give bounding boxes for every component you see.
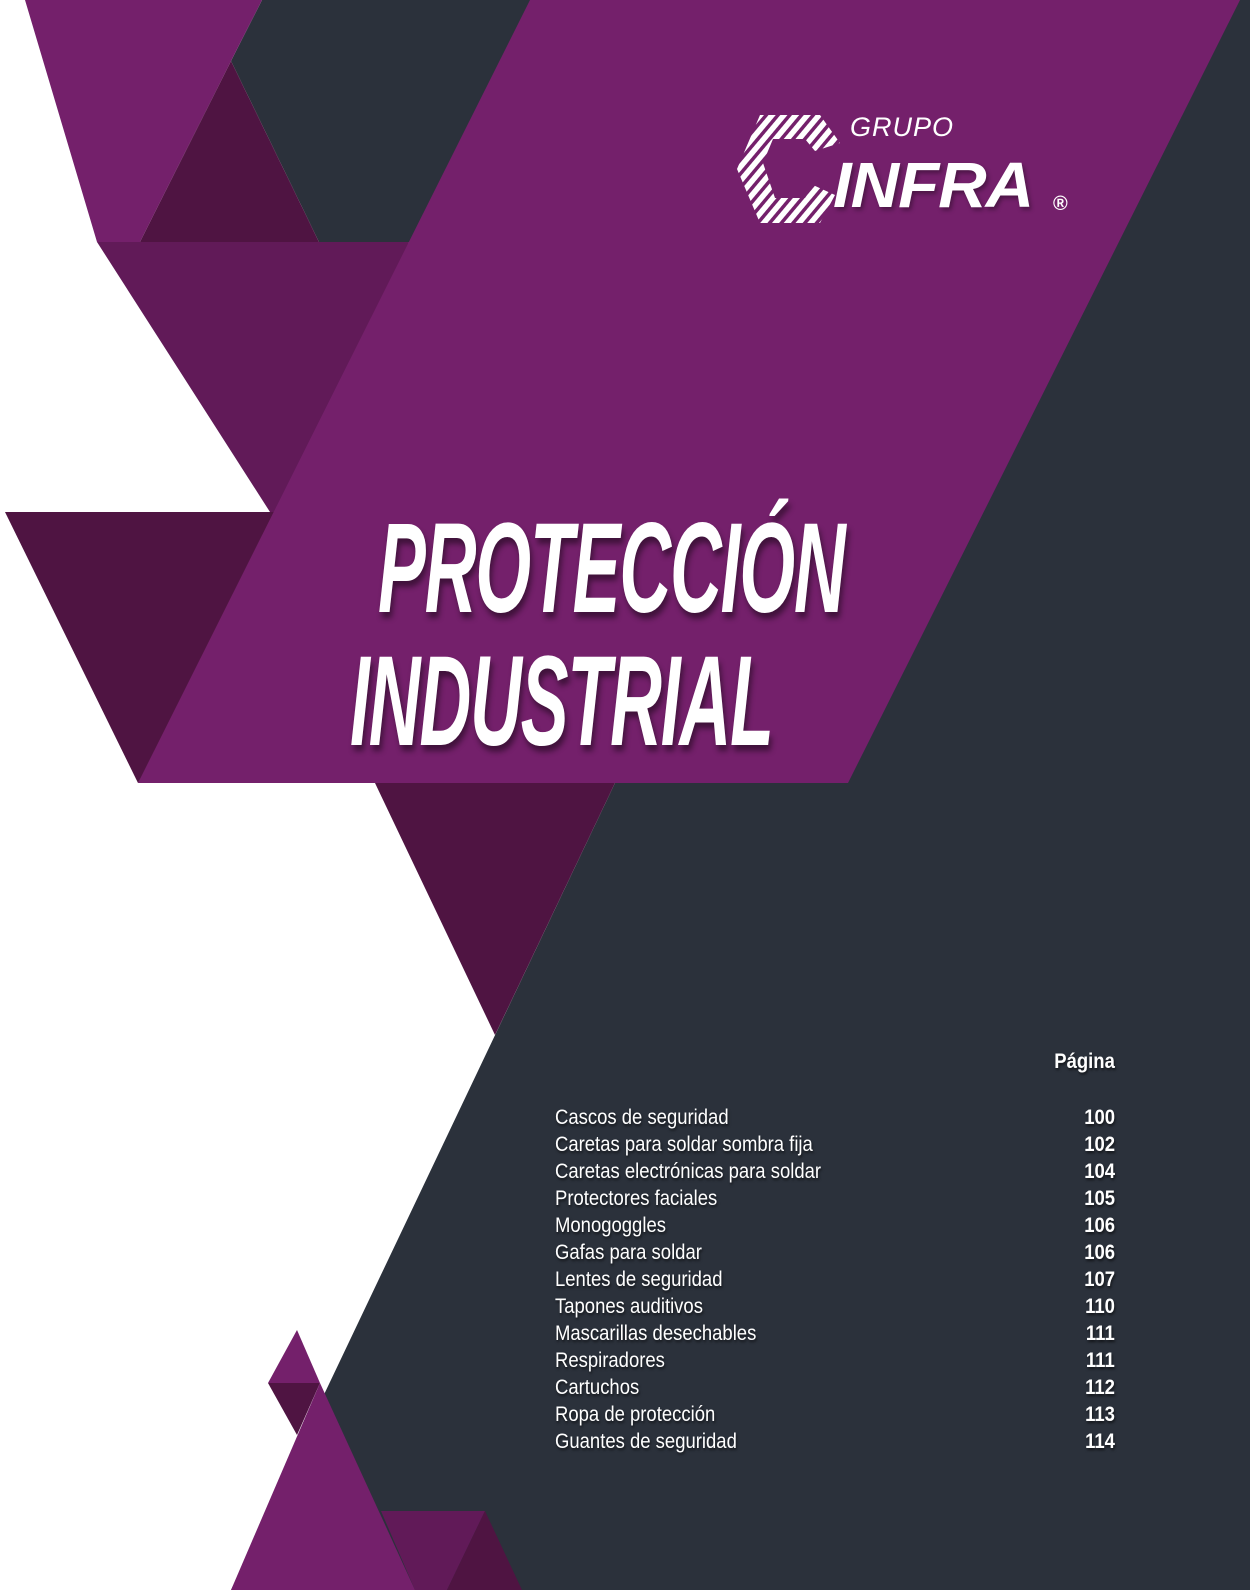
toc-item[interactable]: Caretas electrónicas para soldar 104 xyxy=(555,1158,1115,1185)
toc-item-label: Guantes de seguridad xyxy=(555,1430,737,1453)
toc-item[interactable]: Caretas para soldar sombra fija 102 xyxy=(555,1131,1115,1158)
toc-item[interactable]: Mascarillas desechables 111 xyxy=(555,1320,1115,1347)
toc-item-label: Lentes de seguridad xyxy=(555,1268,723,1291)
toc-item-label: Ropa de protección xyxy=(555,1403,716,1426)
large-triangle-bottom xyxy=(231,1383,415,1590)
toc-item-page: 114 xyxy=(1085,1430,1115,1453)
main-purple-band xyxy=(138,0,1240,783)
grupo-infra-logo: GRUPO INFRA ® xyxy=(735,108,1095,238)
toc-item[interactable]: Lentes de seguridad 107 xyxy=(555,1266,1115,1293)
mid-purple-bottom xyxy=(381,1511,485,1590)
page-title-line2: INDUSTRIAL xyxy=(350,630,774,773)
toc-item-page: 107 xyxy=(1084,1268,1115,1291)
small-triangle-bottom xyxy=(268,1383,320,1435)
toc-item[interactable]: Ropa de protección 113 xyxy=(555,1401,1115,1428)
toc-item-page: 105 xyxy=(1084,1187,1115,1210)
toc-item-label: Tapones auditivos xyxy=(555,1295,703,1318)
toc-item-label: Respiradores xyxy=(555,1349,665,1372)
dark-triangle-bottom xyxy=(447,1511,522,1590)
dark-triangle-top xyxy=(140,61,319,242)
toc-item-label: Mascarillas desechables xyxy=(555,1322,757,1345)
toc-item-label: Caretas electrónicas para soldar xyxy=(555,1160,822,1183)
toc-item-page: 104 xyxy=(1084,1160,1115,1183)
toc-item-page: 113 xyxy=(1085,1403,1115,1426)
logo-grupo-text: GRUPO xyxy=(850,112,955,142)
toc-item[interactable]: Protectores faciales 105 xyxy=(555,1185,1115,1212)
toc-item-label: Monogoggles xyxy=(555,1214,666,1237)
toc-item-label: Cartuchos xyxy=(555,1376,640,1399)
toc-item-page: 102 xyxy=(1084,1133,1115,1156)
toc-item-label: Caretas para soldar sombra fija xyxy=(555,1133,813,1156)
toc-item-page: 111 xyxy=(1086,1322,1115,1345)
dark-triangle-left xyxy=(5,512,300,783)
dark-triangle-center xyxy=(375,783,615,1035)
infra-c-logo-icon xyxy=(737,115,840,223)
toc-item-label: Cascos de seguridad xyxy=(555,1106,729,1129)
toc-item[interactable]: Monogoggles 106 xyxy=(555,1212,1115,1239)
toc-item-page: 100 xyxy=(1084,1106,1115,1129)
toc-item[interactable]: Respiradores 111 xyxy=(555,1347,1115,1374)
toc-item-label: Protectores faciales xyxy=(555,1187,718,1210)
small-triangle-top xyxy=(268,1330,320,1383)
left-purple-top xyxy=(25,0,262,242)
toc-item[interactable]: Guantes de seguridad 114 xyxy=(555,1428,1115,1455)
toc-item-page: 110 xyxy=(1085,1295,1115,1318)
toc-item[interactable]: Gafas para soldar 106 xyxy=(555,1239,1115,1266)
toc-item[interactable]: Cartuchos 112 xyxy=(555,1374,1115,1401)
toc-item-page: 106 xyxy=(1084,1241,1115,1264)
registered-mark: ® xyxy=(1053,193,1068,215)
logo-infra-text: INFRA xyxy=(833,149,1034,221)
toc-item[interactable]: Tapones auditivos 110 xyxy=(555,1293,1115,1320)
toc-header-label: Página xyxy=(1054,1050,1115,1073)
toc-header: Página xyxy=(555,1050,1115,1104)
toc-item-page: 111 xyxy=(1086,1349,1115,1372)
toc-item-label: Gafas para soldar xyxy=(555,1241,702,1264)
mid-purple-strip xyxy=(97,242,409,512)
toc-item-page: 112 xyxy=(1085,1376,1115,1399)
page-title-line1: PROTECCIÓN xyxy=(378,497,846,640)
table-of-contents: Página Cascos de seguridad 100 Caretas par… xyxy=(555,1050,1115,1455)
toc-item-page: 106 xyxy=(1084,1214,1115,1237)
toc-item[interactable]: Cascos de seguridad 100 xyxy=(555,1104,1115,1131)
